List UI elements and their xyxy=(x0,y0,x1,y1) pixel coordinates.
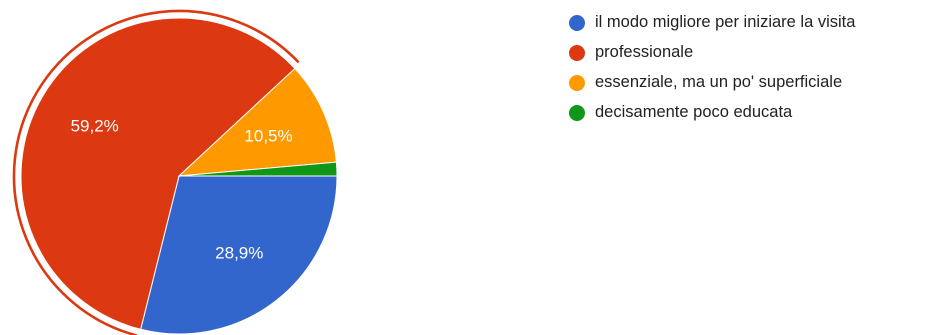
legend-label: il modo migliore per iniziare la visita xyxy=(595,13,856,31)
legend-label: professionale xyxy=(595,43,694,61)
legend: il modo migliore per iniziare la visita p… xyxy=(569,13,856,134)
legend-label: essenziale, ma un po' superficiale xyxy=(595,73,843,91)
pie-slice-il-modo-migliore-per-iniziare-la-visita[interactable] xyxy=(140,175,338,335)
legend-swatch xyxy=(569,44,585,61)
legend-swatch xyxy=(569,14,585,31)
slice-label-essenziale-ma-un-po-superficiale: 10,5% xyxy=(244,127,292,146)
slice-label-il-modo-migliore-per-iniziare-la-visita: 28,9% xyxy=(215,244,263,263)
legend-item-decisamente-poco-educata[interactable]: decisamente poco educata xyxy=(569,103,855,121)
pie-slice-decisamente-poco-educata[interactable] xyxy=(178,161,338,177)
pie-slice-essenziale-ma-un-po-superficiale[interactable] xyxy=(177,67,337,177)
legend-item-il-modo-migliore-per-iniziare-la-visita[interactable]: il modo migliore per iniziare la visita xyxy=(569,13,856,31)
pie-chart: 28,9% 59,2% 10,5% xyxy=(12,9,338,335)
legend-item-essenziale-ma-un-po-superficiale[interactable]: essenziale, ma un po' superficiale xyxy=(569,73,855,91)
legend-swatch xyxy=(569,104,585,121)
pie-slice-professionale[interactable] xyxy=(20,17,296,330)
legend-swatch xyxy=(569,74,585,91)
legend-label: decisamente poco educata xyxy=(595,103,793,121)
slice-label-professionale: 59,2% xyxy=(71,117,119,136)
legend-item-professionale[interactable]: professionale xyxy=(569,43,855,61)
pie-slice-highlight-ring xyxy=(12,9,300,335)
